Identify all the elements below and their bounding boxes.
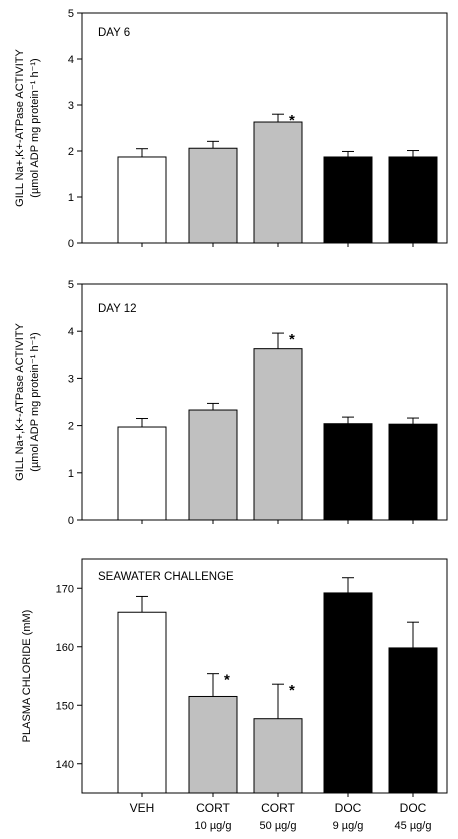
bar [188, 409, 238, 521]
bar [323, 423, 373, 521]
bar [388, 156, 438, 244]
significance-marker: * [289, 682, 295, 699]
y-tick-label: 3 [68, 373, 74, 385]
x-axis-labels: VEH CORT 10 µg/g CORT 50 µg/g DOC 9 µg/g DOC 45 … [130, 801, 432, 832]
panel-2: 0 1 2 3 4 5 DAY 12 GILL Na+,K+-ATPase ACTIVITY(… [14, 279, 448, 527]
bar [188, 147, 238, 244]
y-tick-label: 2 [68, 146, 74, 158]
bar [323, 592, 373, 794]
y-tick-label: 5 [68, 8, 74, 20]
bar [323, 156, 373, 244]
y-tick-label: 1 [68, 468, 74, 480]
y-tick-label: 4 [68, 326, 74, 338]
category-dose-label: 50 µg/g [260, 820, 297, 832]
panel-3: 140 150 160 170 SEAWATER CHALLENGE PLASMA CHL… [21, 558, 448, 797]
panel-title: DAY 6 [98, 27, 130, 39]
category-label: DOC [400, 801, 427, 815]
category-label: CORT [261, 801, 295, 815]
bar [253, 121, 303, 244]
bar [117, 611, 167, 794]
bar [188, 695, 238, 794]
y-tick-label: 0 [68, 515, 74, 527]
category-dose-label: 10 µg/g [195, 820, 232, 832]
category-dose-label: 9 µg/g [333, 820, 364, 832]
bar [388, 647, 438, 794]
y-tick-label: 5 [68, 279, 74, 291]
y-axis-label-units: (µmol ADP mg protein⁻¹ h⁻¹) [29, 58, 41, 197]
y-axis-label: GILL Na+,K+-ATPase ACTIVITY [14, 48, 26, 206]
y-axis-label-units: (µmol ADP mg protein⁻¹ h⁻¹) [29, 332, 41, 471]
panel-1: 0 1 2 3 4 5 DAY 6 GILL Na+,K+-ATPase ACTIVITY (µ… [14, 8, 448, 250]
y-tick-label: 2 [68, 421, 74, 433]
y-tick-label: 0 [68, 238, 74, 250]
y-axis-label: GILL Na+,K+-ATPase ACTIVITY [14, 322, 26, 480]
panel-title: SEAWATER CHALLENGE [98, 571, 234, 583]
y-tick-label: 160 [56, 642, 74, 654]
bar [117, 426, 167, 521]
y-tick-label: 1 [68, 192, 74, 204]
y-axis-label: PLASMA CHLORIDE (mM) [21, 610, 33, 743]
category-label: CORT [196, 801, 230, 815]
bar [388, 423, 438, 521]
y-tick-label: 3 [68, 100, 74, 112]
significance-marker: * [224, 672, 230, 689]
category-label: DOC [335, 801, 362, 815]
y-tick-label: 4 [68, 54, 74, 66]
category-label: VEH [130, 801, 155, 815]
bar [253, 348, 303, 521]
bar [253, 718, 303, 794]
y-tick-label: 170 [56, 583, 74, 595]
y-tick-label: 140 [56, 759, 74, 771]
significance-marker: * [289, 331, 295, 348]
significance-marker: * [289, 112, 295, 129]
category-dose-label: 45 µg/g [395, 820, 432, 832]
bar [117, 156, 167, 244]
y-tick-label: 150 [56, 700, 74, 712]
panel-title: DAY 12 [98, 303, 137, 315]
